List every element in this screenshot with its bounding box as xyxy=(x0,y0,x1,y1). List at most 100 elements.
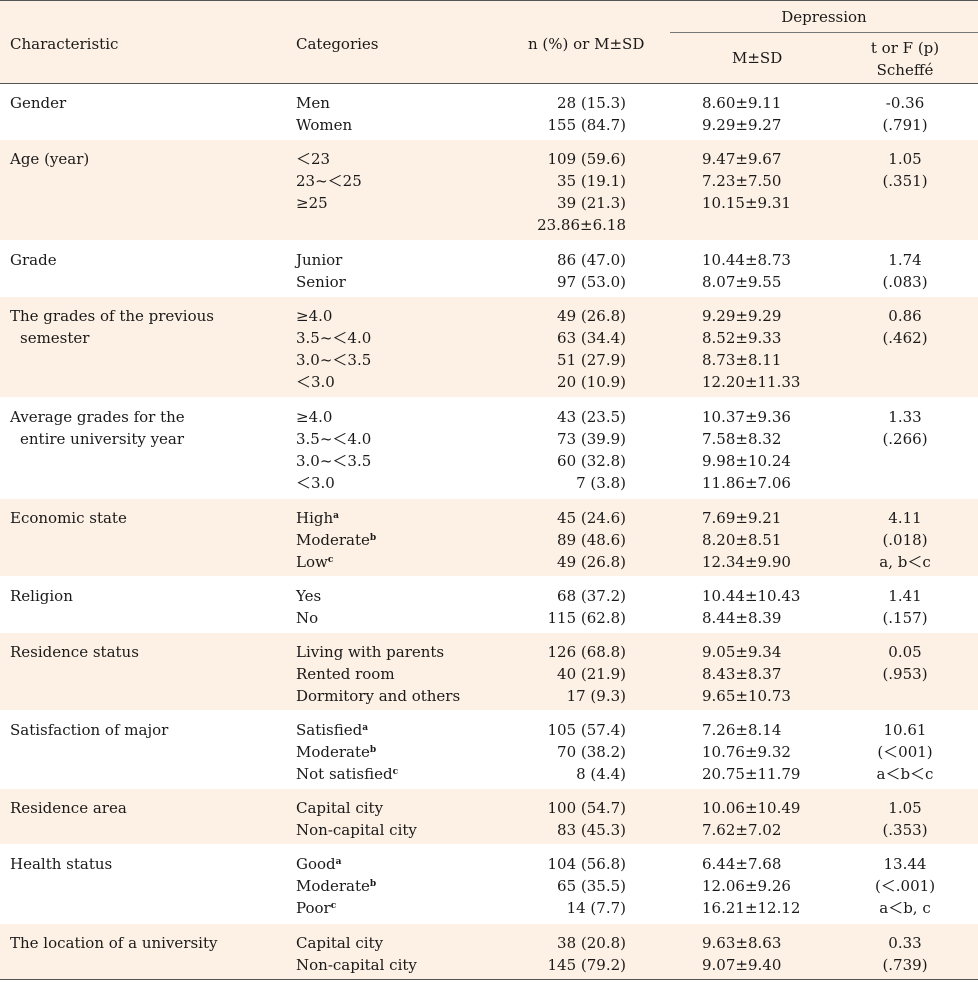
depression-msd-value: 8.73±8.11 xyxy=(702,351,782,369)
depression-msd-value: 7.62±7.02 xyxy=(702,821,782,839)
depression-msd-value: 20.75±11.79 xyxy=(702,765,801,783)
depression-msd-cell: 9.29±9.29 8.52±9.33 8.73±8.11 12.20±11.33 xyxy=(702,305,800,393)
test-stat-value: (.791) xyxy=(882,116,928,134)
depression-msd-cell: 10.44±8.73 8.07±9.55 xyxy=(702,249,791,293)
n-pct-value: 28 (15.3) xyxy=(557,94,626,112)
characteristic-label: Grade xyxy=(10,251,57,269)
n-pct-value: 49 (26.8) xyxy=(557,553,626,571)
test-stat-cell: 1.05 (.351) xyxy=(850,148,960,192)
depression-msd-value: 10.15±9.31 xyxy=(702,194,791,212)
characteristic-cell: The grades of the previous semester xyxy=(10,305,214,349)
category-label: Non-capital city xyxy=(296,821,417,839)
n-pct-value: 49 (26.8) xyxy=(557,307,626,325)
characteristic-label: Satisfaction of major xyxy=(10,721,169,739)
category-cell: Capital city Non-capital city xyxy=(296,932,417,976)
n-pct-value: 20 (10.9) xyxy=(557,373,626,391)
category-label: ＜3.0 xyxy=(296,373,335,391)
depression-msd-value: 10.44±8.73 xyxy=(702,251,791,269)
test-stat-value: 1.05 xyxy=(888,799,922,817)
test-stat-value: (.462) xyxy=(882,329,928,347)
category-label: ≥4.0 xyxy=(296,307,333,325)
n-pct-value: 145 (79.2) xyxy=(547,956,626,974)
table-row: The grades of the previous semester ≥4.0 3.… xyxy=(0,297,978,398)
category-label: ≥4.0 xyxy=(296,408,333,426)
depression-msd-value: 9.63±8.63 xyxy=(702,934,782,952)
header-scheffe: Scheffé xyxy=(876,61,934,79)
n-pct-value: 115 (62.8) xyxy=(547,609,626,627)
category-label: Satisfieda xyxy=(296,721,369,739)
table-body: Gender Men Women 28 (15.3) 155 (84.7) 8.60±9.… xyxy=(0,84,978,980)
n-pct-cell: 43 (23.5) 73 (39.9) 60 (32.8) 7 (3.8) xyxy=(557,406,626,494)
depression-msd-value: 9.07±9.40 xyxy=(702,956,782,974)
n-pct-value: 73 (39.9) xyxy=(557,430,626,448)
group-superscript: a xyxy=(333,511,339,521)
characteristic-label: Health status xyxy=(10,855,113,873)
n-pct-value: 43 (23.5) xyxy=(557,408,626,426)
table-row: Religion Yes No 68 (37.2) 115 (62.8) 10.44±10… xyxy=(0,577,978,633)
header-msd: M±SD xyxy=(732,49,783,67)
group-superscript: c xyxy=(392,767,399,777)
characteristic-label: Residence area xyxy=(10,799,127,817)
n-pct-cell: 104 (56.8) 65 (35.5) 14 (7.7) xyxy=(547,853,626,919)
test-stat-value: 1.41 xyxy=(888,587,922,605)
n-pct-value: 14 (7.7) xyxy=(566,899,626,917)
depression-msd-cell: 7.69±9.21 8.20±8.51 12.34±9.90 xyxy=(702,507,791,573)
characteristic-label: Average grades for the xyxy=(10,408,185,426)
characteristic-cell: Residence area xyxy=(10,797,127,819)
n-pct-value: 40 (21.9) xyxy=(557,665,626,683)
category-cell: ＜23 23~＜25 ≥25 xyxy=(296,148,362,236)
category-label: Moderateb xyxy=(296,531,377,549)
test-stat-value: 1.74 xyxy=(888,251,922,269)
characteristic-label: entire university year xyxy=(20,430,185,448)
n-pct-value: 63 (34.4) xyxy=(557,329,626,347)
category-label: Moderateb xyxy=(296,877,377,895)
n-pct-cell: 68 (37.2) 115 (62.8) xyxy=(547,585,626,629)
category-label: 3.0~＜3.5 xyxy=(296,351,372,369)
category-label: Dormitory and others xyxy=(296,687,461,705)
test-stat-cell: 0.86 (.462) xyxy=(850,305,960,349)
n-pct-value: 86 (47.0) xyxy=(557,251,626,269)
characteristic-label: Religion xyxy=(10,587,73,605)
test-stat-value: (.157) xyxy=(882,609,928,627)
test-stat-value: (.083) xyxy=(882,273,928,291)
n-pct-value: 105 (57.4) xyxy=(547,721,626,739)
characteristic-cell: Residence status xyxy=(10,641,139,663)
depression-msd-value: 8.20±8.51 xyxy=(702,531,782,549)
n-pct-value: 109 (59.6) xyxy=(547,150,626,168)
test-stat-value: 4.11 xyxy=(888,509,922,527)
header-characteristic: Characteristic xyxy=(10,35,119,53)
n-pct-cell: 38 (20.8) 145 (79.2) xyxy=(547,932,626,976)
category-label: Non-capital city xyxy=(296,956,417,974)
test-stat-value: 1.33 xyxy=(888,408,922,426)
category-label: ＜23 xyxy=(296,150,331,168)
test-stat-cell: -0.36 (.791) xyxy=(850,92,960,136)
category-label: Gooda xyxy=(296,855,342,873)
n-pct-value: 8 (4.4) xyxy=(576,765,626,783)
category-label: Capital city xyxy=(296,799,384,817)
characteristic-cell: Religion xyxy=(10,585,73,607)
category-cell: Junior Senior xyxy=(296,249,346,293)
test-stat-cell: 4.11 (.018) a, b＜c xyxy=(850,507,960,573)
depression-msd-value: 9.29±9.27 xyxy=(702,116,782,134)
test-stat-cell: 0.33 (.739) xyxy=(850,932,960,976)
header-depression: Depression xyxy=(781,8,867,26)
n-pct-value: 45 (24.6) xyxy=(557,509,626,527)
category-label: Living with parents xyxy=(296,643,445,661)
table-row: Residence area Capital city Non-capital ci… xyxy=(0,789,978,845)
n-pct-cell: 109 (59.6) 35 (19.1) 39 (21.3) 23.86±6.18 xyxy=(537,148,626,236)
characteristic-cell: Health status xyxy=(10,853,112,875)
n-pct-cell: 49 (26.8) 63 (34.4) 51 (27.9) 20 (10.9) xyxy=(557,305,626,393)
characteristic-cell: Gender xyxy=(10,92,66,114)
header-n-pct: n (%) or M±SD xyxy=(528,35,645,53)
n-pct-value: 65 (35.5) xyxy=(557,877,626,895)
depression-msd-cell: 8.60±9.11 9.29±9.27 xyxy=(702,92,781,136)
n-pct-value: 126 (68.8) xyxy=(547,643,626,661)
test-stat-value: (.018) xyxy=(882,531,928,549)
test-stat-value: a, b＜c xyxy=(879,553,931,571)
category-cell: Men Women xyxy=(296,92,352,136)
table-row: Age (year) ＜23 23~＜25 ≥25 109 (59.6) 35 (19.1… xyxy=(0,140,978,241)
depression-msd-value: 8.52±9.33 xyxy=(702,329,782,347)
category-label: Women xyxy=(296,116,353,134)
depression-msd-cell: 9.05±9.34 8.43±8.37 9.65±10.73 xyxy=(702,641,791,707)
test-stat-value: 0.33 xyxy=(888,934,922,952)
